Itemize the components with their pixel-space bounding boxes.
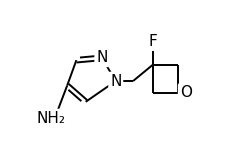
Text: F: F — [148, 34, 157, 49]
Text: N: N — [96, 50, 108, 65]
Text: O: O — [180, 85, 192, 100]
Text: N: N — [110, 74, 122, 88]
Text: NH₂: NH₂ — [36, 110, 66, 126]
